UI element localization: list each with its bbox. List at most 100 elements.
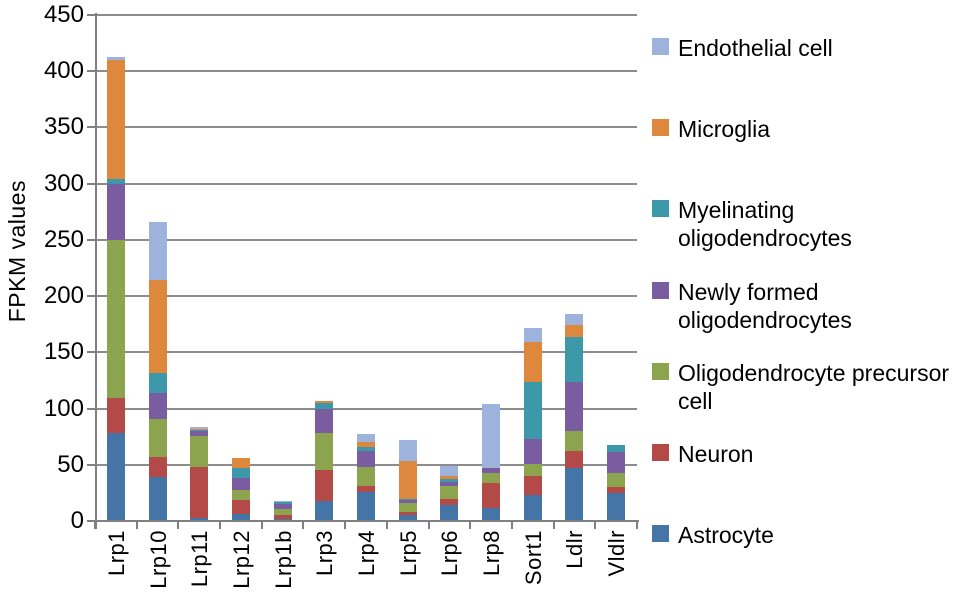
bar-segment bbox=[231, 514, 250, 521]
bar-segment bbox=[148, 477, 167, 521]
y-tick-label: 100 bbox=[43, 394, 84, 422]
bar-segment bbox=[440, 476, 459, 480]
bar-segment bbox=[607, 472, 626, 488]
bar-segment bbox=[106, 239, 125, 399]
bar-segment bbox=[565, 431, 584, 452]
x-category-label: Lrp1 bbox=[103, 530, 129, 577]
bar-vldlr bbox=[607, 15, 626, 521]
bar-segment bbox=[106, 179, 125, 184]
y-tick-label: 250 bbox=[43, 225, 84, 253]
y-axis-title: FPKM values bbox=[4, 180, 30, 323]
x-category-label: Lrp6 bbox=[437, 530, 463, 577]
x-axis-tick bbox=[469, 521, 472, 529]
x-axis-tick bbox=[302, 521, 305, 529]
legend-swatch-icon bbox=[652, 281, 669, 299]
bar-segment bbox=[357, 442, 375, 447]
bar-segment bbox=[523, 463, 542, 477]
y-axis-tick bbox=[87, 182, 95, 185]
x-category-label: Lrp11 bbox=[187, 530, 213, 588]
bar-segment bbox=[190, 428, 209, 430]
bar-segment bbox=[398, 503, 417, 513]
bar-segment bbox=[440, 486, 459, 499]
bar-segment bbox=[148, 456, 167, 478]
bar-segment bbox=[148, 221, 167, 281]
bar-segment bbox=[273, 515, 292, 519]
gridline bbox=[95, 407, 637, 410]
y-axis-tick bbox=[87, 238, 95, 241]
bar-segment bbox=[398, 498, 417, 500]
legend-item: Neuron bbox=[652, 440, 972, 468]
legend-label: Oligodendrocyte precursor cell bbox=[678, 359, 950, 414]
x-category-label: Lrp4 bbox=[354, 530, 379, 577]
bar-segment bbox=[523, 476, 542, 496]
bar-segment bbox=[357, 446, 375, 452]
bar-segment bbox=[565, 468, 584, 521]
bar-segment bbox=[523, 342, 542, 382]
bar-segment bbox=[440, 481, 459, 487]
x-axis-tick bbox=[594, 521, 597, 529]
x-category-label: Lrp10 bbox=[145, 530, 171, 589]
x-axis-tick bbox=[135, 521, 138, 529]
bar-segment bbox=[273, 508, 292, 516]
bar-segment bbox=[190, 429, 209, 432]
bar-segment bbox=[231, 478, 250, 490]
bar-segment bbox=[523, 495, 542, 521]
legend-item: Astrocyte bbox=[652, 521, 972, 549]
y-axis-tick bbox=[87, 14, 95, 16]
bar-segment bbox=[148, 392, 167, 419]
bar-segment bbox=[440, 479, 459, 482]
bar-segment bbox=[357, 467, 375, 487]
bar-segment bbox=[106, 398, 125, 434]
bar-segment bbox=[398, 512, 417, 516]
y-tick-label: 150 bbox=[43, 338, 84, 366]
legend-label: Newly formed oligodendrocytes bbox=[678, 278, 852, 333]
y-tick-label: 0 bbox=[70, 507, 84, 534]
bar-segment bbox=[315, 400, 334, 403]
y-tick-label: 300 bbox=[43, 169, 84, 197]
bar-segment bbox=[106, 59, 125, 180]
x-category-label: Sort1 bbox=[520, 530, 546, 586]
bar-lrp1 bbox=[106, 15, 125, 521]
bar-segment bbox=[523, 327, 542, 343]
bar-segment bbox=[190, 435, 209, 468]
gridline bbox=[95, 351, 637, 354]
bar-segment bbox=[357, 434, 375, 443]
legend-label: Neuron bbox=[678, 441, 754, 467]
bar-segment bbox=[106, 433, 125, 521]
bar-segment bbox=[440, 465, 459, 477]
gridline bbox=[95, 70, 637, 73]
bar-segment bbox=[273, 501, 292, 505]
bar-segment bbox=[273, 500, 292, 502]
bar-segment bbox=[565, 381, 584, 432]
legend-label: Microglia bbox=[678, 116, 771, 143]
y-tick-label: 350 bbox=[43, 113, 84, 141]
bar-segment bbox=[482, 404, 501, 469]
bar-segment bbox=[398, 515, 417, 521]
bar-segment bbox=[482, 472, 501, 483]
gridline bbox=[95, 238, 637, 241]
bar-segment bbox=[357, 451, 375, 468]
x-axis-tick bbox=[94, 521, 96, 529]
legend-item: Newly formed oligodendrocytes bbox=[652, 278, 972, 334]
x-category-label: Lrp8 bbox=[479, 530, 505, 577]
bar-lrp8 bbox=[482, 15, 501, 521]
bar-segment bbox=[190, 426, 209, 429]
bar-segment bbox=[523, 438, 542, 464]
bar-segment bbox=[231, 499, 250, 515]
legend-swatch-icon bbox=[652, 362, 669, 380]
x-axis-tick bbox=[219, 521, 222, 529]
x-axis-tick bbox=[636, 521, 638, 529]
bar-segment bbox=[315, 470, 334, 501]
bar-segment bbox=[398, 461, 417, 499]
legend-item: Microglia bbox=[652, 115, 972, 143]
y-axis-tick bbox=[87, 463, 95, 466]
x-axis-tick bbox=[344, 521, 347, 529]
bar-segment bbox=[231, 489, 250, 500]
y-axis-tick bbox=[87, 295, 95, 298]
y-axis-tick bbox=[87, 126, 95, 129]
bar-segment bbox=[357, 486, 375, 492]
bar-segment bbox=[273, 504, 292, 509]
bar-lrp11 bbox=[190, 15, 209, 521]
bar-segment bbox=[106, 56, 125, 60]
bar-lrp3 bbox=[315, 15, 334, 521]
